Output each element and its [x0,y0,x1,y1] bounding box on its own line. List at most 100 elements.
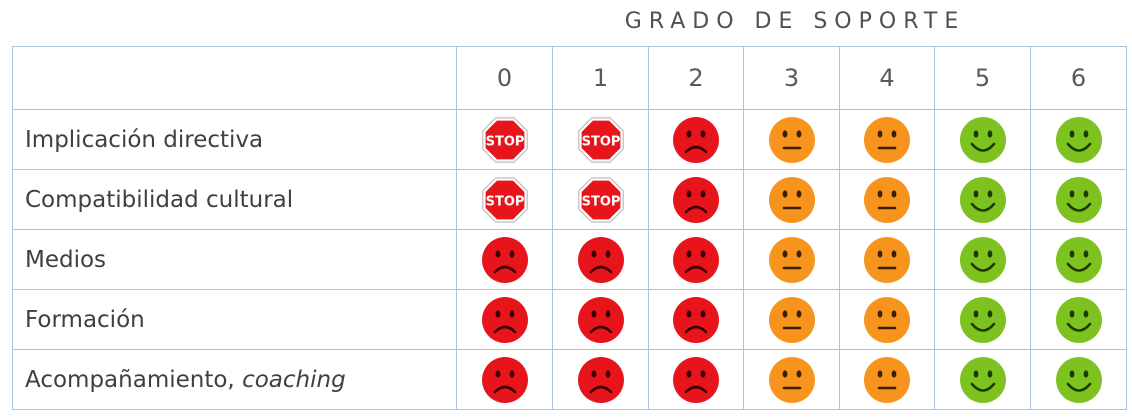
table-row: Formación [12,289,1127,350]
rating-cell [839,109,935,170]
sad-face-icon [673,116,719,163]
row-label-text: Implicación directiva [25,126,264,153]
stop-sign-icon: STOP [481,176,528,223]
happy-face-icon [959,236,1006,283]
neutral-face-icon [768,236,815,283]
column-header-2: 2 [648,46,744,110]
sad-face-icon [577,296,624,343]
column-header-6: 6 [1030,46,1127,110]
table-row: Acompañamiento, coaching [12,349,1127,410]
rating-cell [648,109,744,170]
row-label-text: Formación [25,306,145,333]
row-label-emphasis: coaching [242,366,346,393]
rating-cell [743,229,840,290]
neutral-face-icon [864,356,910,403]
stop-sign-text: STOP [485,134,524,149]
rating-cell [1030,109,1127,170]
row-label-text: Acompañamiento, [25,366,243,393]
rating-cell [743,169,840,230]
rating-cell [839,169,935,230]
neutral-face-icon [768,116,815,163]
rating-cell: STOP [456,109,553,170]
sad-face-icon [481,356,528,403]
happy-face-icon [959,296,1006,343]
row-label: Acompañamiento, coaching [12,349,457,410]
column-header-1: 1 [552,46,649,110]
stop-sign-icon: STOP [577,176,624,223]
table-row: Medios [12,229,1127,290]
rating-cell [552,349,649,410]
rating-cell [743,109,840,170]
rating-cell [839,349,935,410]
rating-cell [552,229,649,290]
rating-cell [1030,169,1127,230]
happy-face-icon [1055,236,1102,283]
rating-cell [934,109,1031,170]
rating-cell [1030,289,1127,350]
rating-cell [839,289,935,350]
rating-cell [1030,229,1127,290]
rating-cell [743,289,840,350]
row-label-text: Compatibilidad cultural [25,186,294,213]
grado-de-soporte-title: GRADO DE SOPORTE [624,9,966,34]
happy-face-icon [959,356,1006,403]
rating-cell: STOP [552,169,649,230]
rating-cell [552,289,649,350]
sad-face-icon [673,176,719,223]
rating-cell [839,229,935,290]
rating-cell [456,349,553,410]
happy-face-icon [1055,116,1102,163]
stop-sign-text: STOP [581,134,620,149]
rating-cell [1030,349,1127,410]
neutral-face-icon [864,236,910,283]
rating-cell [934,349,1031,410]
sad-face-icon [481,296,528,343]
row-label: Compatibilidad cultural [12,169,457,230]
rating-cell [648,289,744,350]
stop-sign-icon: STOP [481,116,528,163]
rating-cell [934,229,1031,290]
rating-cell: STOP [552,109,649,170]
stop-sign-text: STOP [485,194,524,209]
neutral-face-icon [768,296,815,343]
rating-cell [648,349,744,410]
column-header-3: 3 [743,46,840,110]
stop-sign-icon: STOP [577,116,624,163]
neutral-face-icon [768,356,815,403]
happy-face-icon [1055,296,1102,343]
happy-face-icon [959,116,1006,163]
header-row: 0 1 2 3 4 5 6 [12,46,1127,110]
rating-cell [456,289,553,350]
sad-face-icon [673,236,719,283]
rating-cell [456,229,553,290]
happy-face-icon [1055,176,1102,223]
column-header-0: 0 [456,46,553,110]
neutral-face-icon [864,116,910,163]
row-label: Implicación directiva [12,109,457,170]
sad-face-icon [673,296,719,343]
neutral-face-icon [864,176,910,223]
sad-face-icon [673,356,719,403]
rating-cell [934,289,1031,350]
rating-cell [648,169,744,230]
happy-face-icon [1055,356,1102,403]
rating-cell [934,169,1031,230]
row-label: Formación [12,289,457,350]
table-row: Implicación directiva STOP STOP [12,109,1127,170]
rating-cell [743,349,840,410]
stop-sign-text: STOP [581,194,620,209]
column-header-4: 4 [839,46,935,110]
rating-cell [648,229,744,290]
neutral-face-icon [864,296,910,343]
rating-cell: STOP [456,169,553,230]
sad-face-icon [481,236,528,283]
happy-face-icon [959,176,1006,223]
column-header-5: 5 [934,46,1031,110]
sad-face-icon [577,236,624,283]
header-blank-cell [12,46,457,110]
row-label: Medios [12,229,457,290]
row-label-text: Medios [25,246,107,273]
neutral-face-icon [768,176,815,223]
sad-face-icon [577,356,624,403]
support-grid: 0 1 2 3 4 5 6 Implicación directiva STOP S… [12,46,1127,410]
